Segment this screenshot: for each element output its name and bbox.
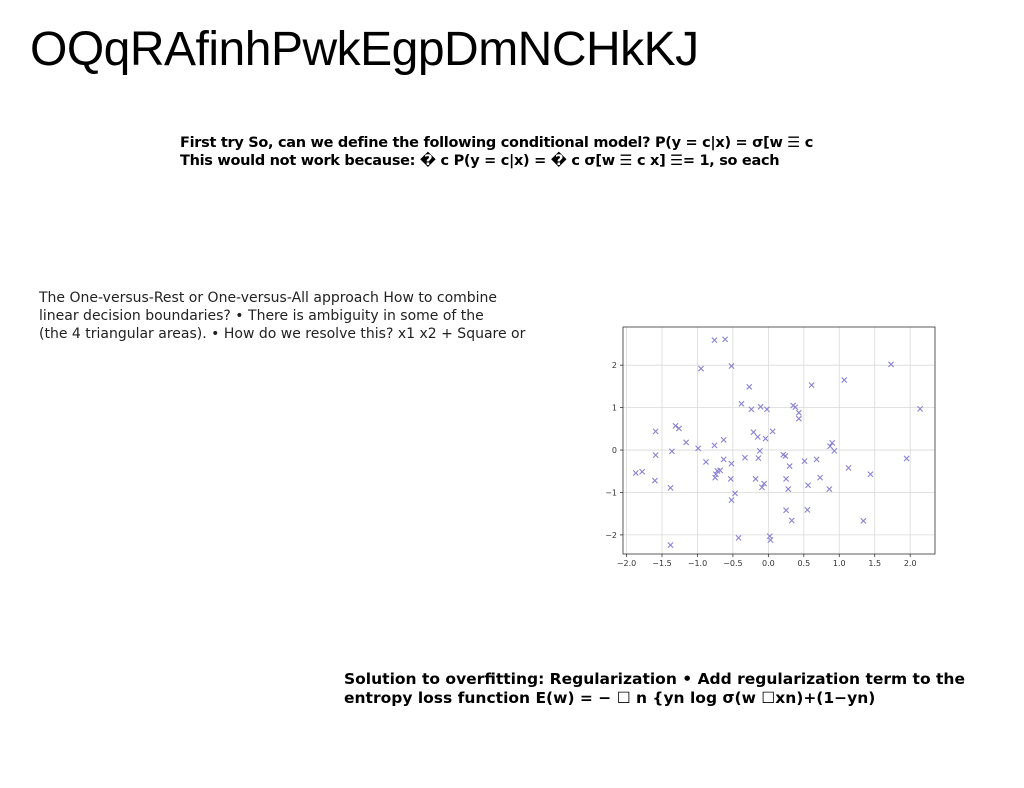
data-point [792, 404, 799, 411]
x-tick-label: −2.0 [617, 559, 636, 568]
text-line: This would not work because: � c P(y = c… [180, 153, 780, 169]
data-point [728, 363, 735, 370]
data-point [795, 409, 802, 416]
data-point [785, 486, 792, 493]
data-point [805, 482, 812, 489]
data-point [888, 361, 895, 368]
data-point [801, 458, 808, 465]
text-line: Solution to overfitting: Regularization … [344, 670, 965, 688]
data-point [667, 484, 674, 491]
data-point [711, 337, 718, 344]
text-line: (the 4 triangular areas). • How do we re… [39, 326, 526, 342]
x-tick-label: −0.5 [723, 559, 742, 568]
data-point [767, 537, 774, 543]
x-tick-label: −1.0 [688, 559, 707, 568]
data-point [728, 460, 735, 467]
data-point [786, 463, 793, 470]
data-point [763, 406, 770, 413]
data-point [735, 534, 742, 541]
data-point [667, 542, 674, 549]
data-point [727, 475, 734, 482]
data-point [651, 477, 658, 484]
text-line: entropy loss function E(w) = − ☐ n {yn l… [344, 688, 876, 707]
data-point [755, 455, 762, 462]
data-point [761, 480, 768, 487]
y-tick-label: 2 [612, 361, 617, 370]
data-point [728, 497, 735, 504]
data-point [652, 452, 659, 459]
plot-frame [622, 326, 936, 555]
regularization-text: Solution to overfitting: Regularization … [344, 670, 1014, 707]
data-point [672, 422, 679, 429]
data-point [683, 439, 690, 446]
data-point [845, 464, 852, 471]
data-point [741, 454, 748, 461]
y-tick-label: −1 [605, 488, 617, 497]
data-point [702, 458, 709, 465]
text-line: The One-versus-Rest or One-versus-All ap… [39, 290, 498, 306]
data-point [757, 403, 764, 410]
data-point [750, 429, 757, 436]
y-tick-label: −2 [605, 531, 617, 540]
x-tick-label: 0.5 [797, 559, 810, 568]
data-point [917, 405, 924, 412]
x-tick-label: −1.5 [652, 559, 671, 568]
data-point [831, 447, 838, 454]
data-point [752, 475, 759, 482]
data-point [711, 442, 718, 449]
data-point [668, 448, 675, 455]
data-point [783, 507, 790, 514]
x-tick-label: 0.0 [762, 559, 775, 568]
data-point [795, 415, 802, 422]
data-point [867, 471, 874, 478]
data-point [746, 383, 753, 390]
data-point [652, 428, 659, 435]
y-tick-label: 1 [612, 404, 617, 413]
data-point [722, 336, 729, 343]
data-point [762, 435, 769, 442]
data-point [698, 365, 704, 372]
data-point [695, 445, 702, 452]
data-point [756, 447, 763, 454]
scatter-plot-svg: −2.0 −1.5 −1.0 −0.5 0.0 0.5 1.0 1.5 2.0 2 1 0 −1 −2 [605, 326, 936, 568]
data-point [748, 406, 755, 413]
data-point [676, 425, 683, 432]
page-title: OQqRAfinhPwkEgpDmNCHkKJ [30, 23, 699, 76]
data-point [769, 428, 776, 435]
data-point [632, 469, 639, 476]
data-point [732, 490, 739, 497]
data-point [758, 484, 765, 491]
data-point [827, 443, 834, 450]
data-point [783, 475, 790, 482]
data-point [788, 517, 795, 524]
data-point [829, 439, 836, 446]
data-point [639, 468, 646, 475]
data-point [808, 382, 815, 389]
conditional-model-text: First try So, can we define the followin… [180, 134, 900, 170]
data-point [738, 400, 745, 407]
text-line: First try So, can we define the followin… [180, 135, 814, 151]
data-point [826, 486, 833, 493]
scatter-plot: −2.0 −1.5 −1.0 −0.5 0.0 0.5 1.0 1.5 2.0 2 1 0 −1 −2 [590, 318, 950, 573]
text-line: linear decision boundaries? • There is a… [39, 308, 484, 324]
data-point [780, 451, 787, 458]
x-tick-label: 1.0 [833, 559, 846, 568]
data-point [817, 474, 824, 481]
data-point [712, 474, 719, 481]
x-tick-label: 1.5 [868, 559, 881, 568]
data-point [813, 456, 820, 463]
y-tick-label: 0 [612, 446, 617, 455]
data-point [720, 456, 727, 463]
data-point [903, 455, 910, 462]
one-vs-rest-text: The One-versus-Rest or One-versus-All ap… [39, 289, 539, 343]
data-point [720, 436, 727, 443]
data-point [841, 377, 848, 384]
data-point [804, 506, 811, 513]
data-point [754, 433, 761, 440]
data-point [860, 517, 867, 524]
x-tick-label: 2.0 [904, 559, 917, 568]
